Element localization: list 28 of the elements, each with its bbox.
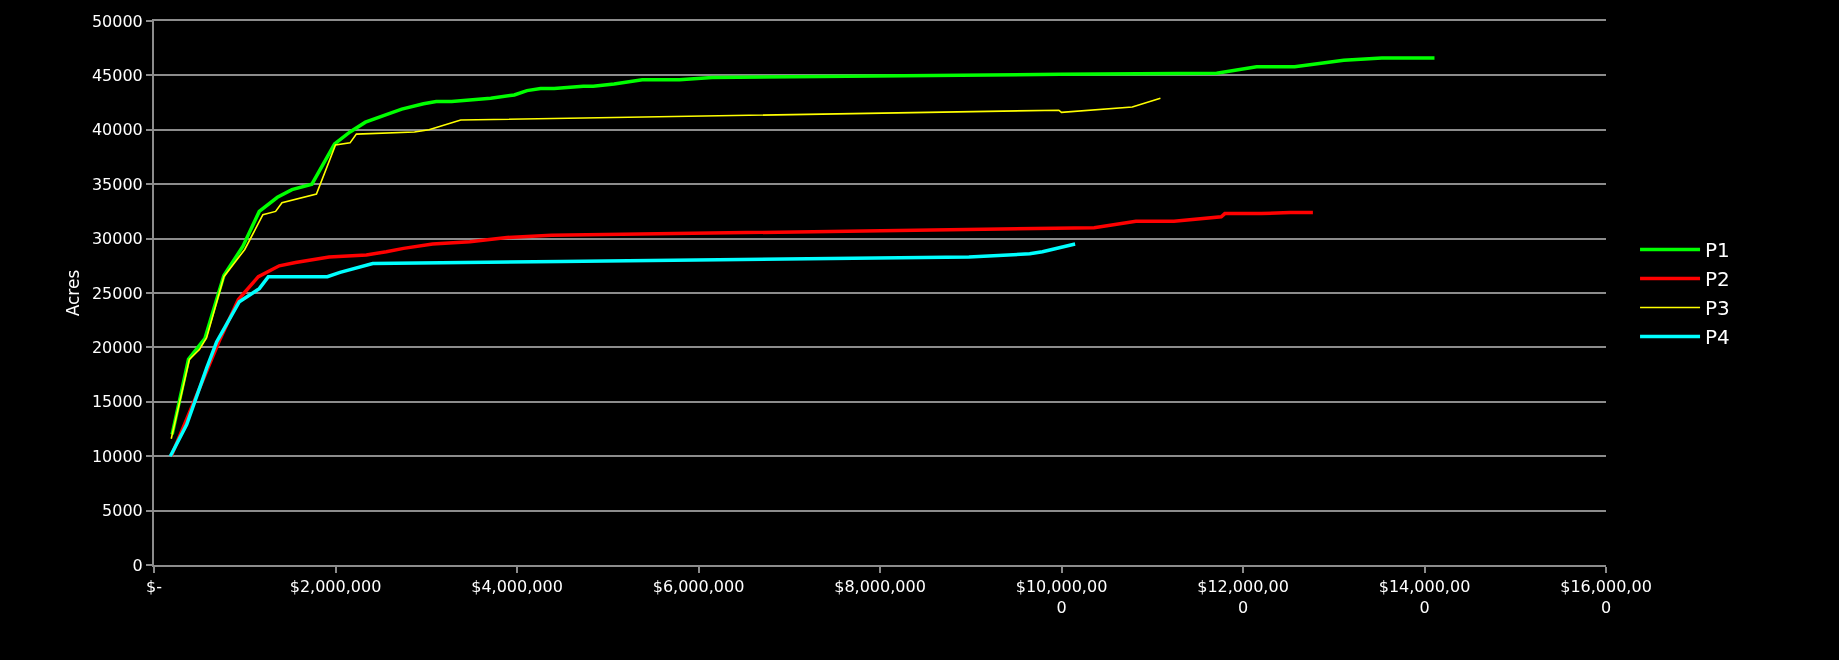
x-tick-label: $-: [146, 577, 162, 597]
x-tick-label: $12,000,000: [1197, 577, 1289, 617]
y-tick-label: 45000: [91, 66, 143, 85]
y-tick-label: 10000: [91, 446, 143, 466]
y-tick-label: 5000: [102, 501, 143, 521]
y-tick-label: 25000: [91, 283, 143, 303]
x-tick-label: $14,000,000: [1378, 577, 1471, 617]
x-tick-label: $8,000,000: [834, 577, 926, 597]
line-series: [170, 97, 1162, 440]
x-tick-label: $2,000,000: [289, 577, 382, 597]
x-tick-label: $10,000,000: [1015, 577, 1108, 617]
y-tick-label: 40000: [91, 120, 143, 140]
legend-label: P1: [1705, 238, 1730, 263]
y-tick-label: 20000: [91, 338, 143, 357]
y-tick-label: 15000: [91, 392, 143, 412]
y-tick-label: 0: [132, 555, 143, 575]
line-series: [168, 242, 1077, 458]
x-tick-label: $16,000,000: [1560, 577, 1652, 617]
y-axis-title: Acres: [62, 269, 83, 317]
y-tick-label: 35000: [91, 174, 143, 194]
legend-label: P3: [1705, 296, 1730, 321]
legend-label: P2: [1705, 267, 1730, 292]
y-tick-label: 30000: [91, 229, 143, 249]
x-tick-label: $6,000,000: [652, 577, 745, 597]
x-tick-label: $4,000,000: [471, 577, 563, 597]
y-tick-label: 50000: [91, 11, 143, 31]
legend-label: P4: [1705, 325, 1730, 350]
line-series: [170, 56, 1437, 437]
